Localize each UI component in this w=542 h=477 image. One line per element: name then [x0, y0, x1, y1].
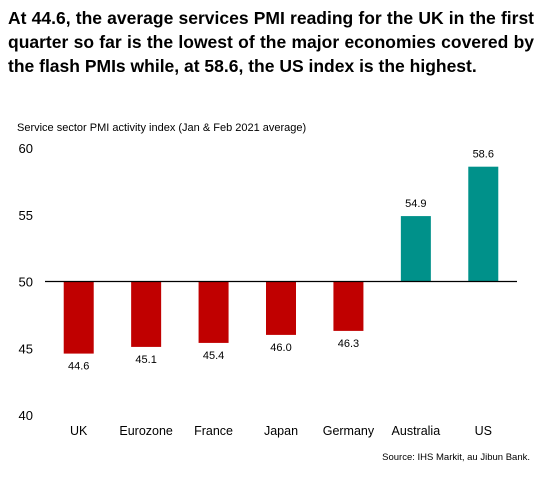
data-label: 54.9	[405, 198, 426, 210]
bar	[333, 281, 364, 331]
bar	[468, 166, 499, 282]
y-tick-label: 55	[19, 208, 33, 223]
x-tick-label: Germany	[323, 424, 375, 438]
y-tick-label: 50	[19, 275, 33, 290]
x-tick-label: Australia	[392, 424, 441, 438]
x-tick-label: Eurozone	[119, 424, 173, 438]
bar	[198, 281, 229, 343]
x-tick-label: UK	[70, 424, 88, 438]
data-label: 45.4	[203, 350, 224, 362]
bar	[400, 216, 431, 282]
bar	[266, 281, 296, 335]
y-tick-label: 60	[19, 141, 33, 156]
x-tick-label: France	[194, 424, 233, 438]
headline: At 44.6, the average services PMI readin…	[8, 8, 534, 76]
x-tick-label: US	[475, 424, 492, 438]
bar	[63, 281, 94, 354]
chart-title: Service sector PMI activity index (Jan &…	[17, 122, 307, 134]
y-tick-label: 45	[19, 341, 33, 356]
data-label: 46.3	[338, 338, 359, 350]
x-tick-label: Japan	[264, 424, 298, 438]
bar	[131, 281, 162, 347]
data-label: 58.6	[473, 149, 494, 161]
data-label: 46.0	[270, 342, 291, 354]
data-label: 45.1	[135, 354, 156, 366]
source-note: Source: IHS Markit, au Jibun Bank.	[382, 452, 530, 463]
y-tick-label: 40	[19, 408, 33, 423]
data-label: 44.6	[68, 361, 89, 373]
